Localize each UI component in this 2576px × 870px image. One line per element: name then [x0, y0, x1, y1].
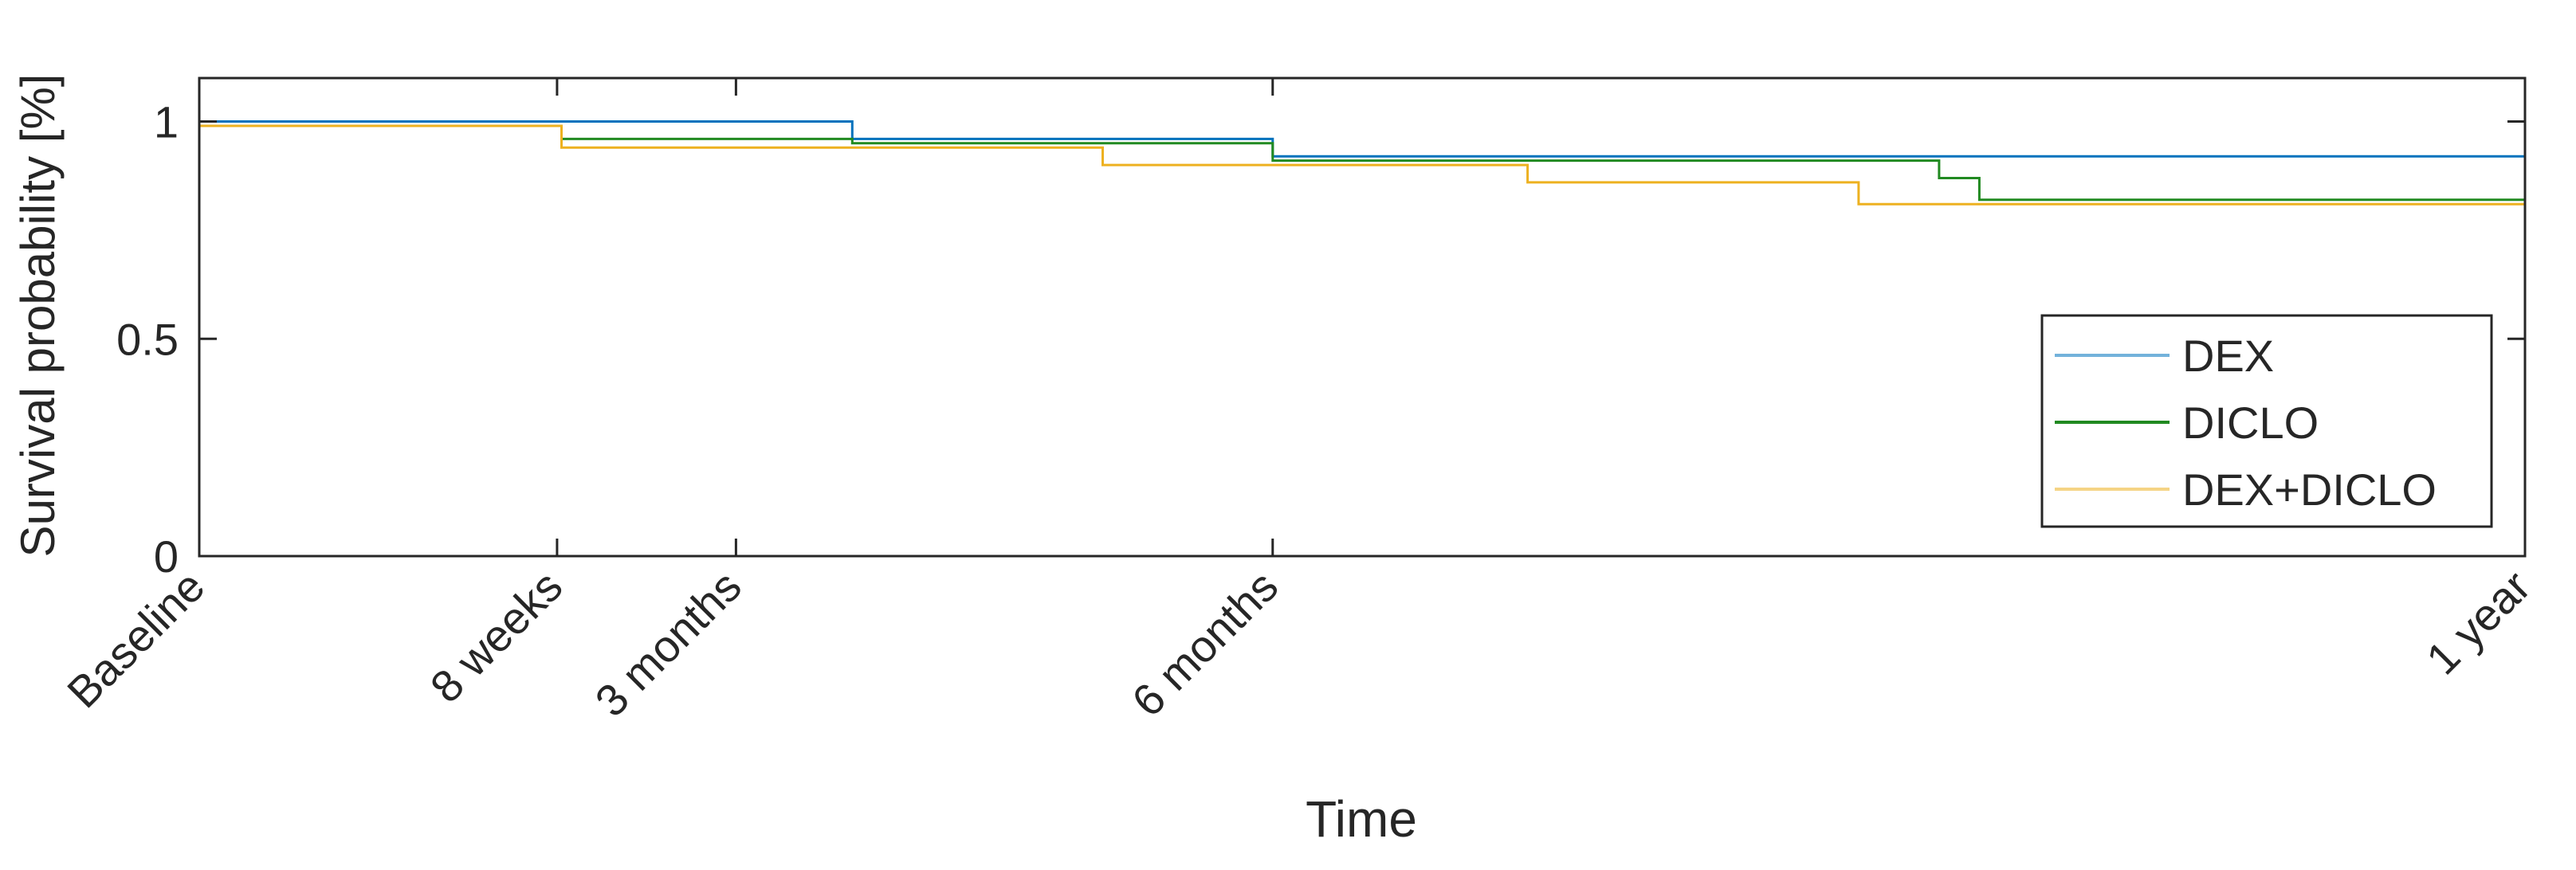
series-line-dex-diclo — [199, 124, 2525, 206]
y-tick-label: 0 — [154, 531, 179, 582]
y-axis-label: Survival probability [%] — [11, 74, 65, 558]
y-tick-label: 1 — [154, 97, 179, 147]
x-axis-label: Time — [1306, 790, 1417, 848]
legend-label-diclo: DICLO — [2182, 398, 2319, 448]
legend: DEX DICLO DEX+DICLO — [2040, 314, 2493, 528]
series-line-dex — [199, 120, 2525, 158]
legend-label-dex-diclo: DEX+DICLO — [2182, 464, 2437, 515]
y-tick-label: 0.5 — [116, 314, 179, 364]
legend-label-dex: DEX — [2182, 331, 2274, 381]
plot-marks — [199, 120, 2525, 206]
axes-box — [198, 76, 2527, 558]
